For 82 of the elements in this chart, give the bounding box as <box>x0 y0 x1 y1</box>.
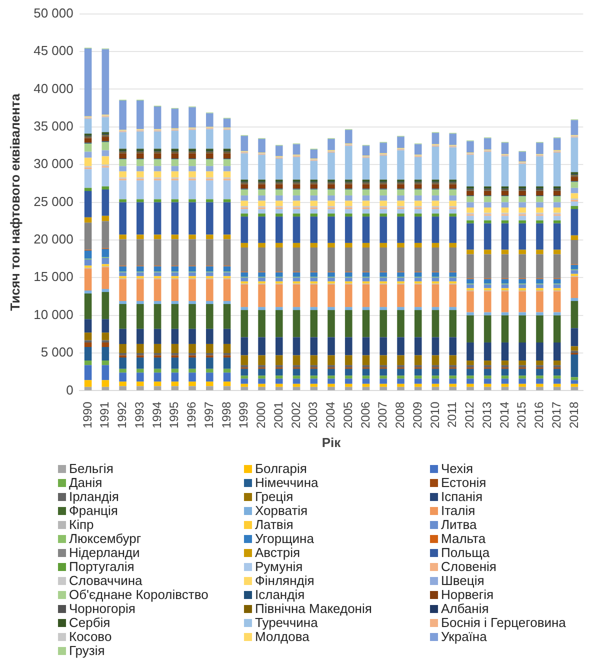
legend-label: Болгарія <box>255 461 307 476</box>
x-tick-label: 1995 <box>167 401 182 428</box>
y-tick-label: 10 000 <box>34 306 74 322</box>
legend-label: Норвегія <box>441 587 494 602</box>
x-axis-title: Рік <box>322 434 342 450</box>
legend-label: Албанія <box>441 601 489 616</box>
legend-label: Молдова <box>255 629 310 644</box>
y-tick-label: 35 000 <box>34 118 74 134</box>
x-tick-label: 1997 <box>202 401 216 428</box>
x-tick-label: 2003 <box>306 401 320 428</box>
legend-label: Румунія <box>255 559 303 574</box>
legend-label: Греція <box>255 489 294 504</box>
x-tick-label: 1991 <box>98 401 112 428</box>
x-tick-label: 2015 <box>514 401 529 428</box>
legend-label: Литва <box>441 517 477 532</box>
y-tick-label: 0 <box>66 382 74 398</box>
x-tick-label: 2012 <box>462 401 477 428</box>
legend-label: Чехія <box>441 461 474 476</box>
legend-label: Франція <box>69 503 118 518</box>
legend-label: Сербія <box>69 615 110 630</box>
legend-label: Польща <box>441 545 490 560</box>
legend-label: Португалія <box>69 559 134 574</box>
legend-label: Боснія і Герцеговина <box>441 615 566 630</box>
x-tick-label: 2010 <box>428 401 442 428</box>
legend-label: Україна <box>441 629 487 644</box>
y-tick-label: 5 000 <box>40 344 74 360</box>
x-tick-label: 2017 <box>549 401 564 428</box>
x-tick-label: 1993 <box>132 401 146 428</box>
legend-label: Мальта <box>441 531 486 546</box>
x-tick-label: 1990 <box>80 401 94 428</box>
legend-label: Кіпр <box>69 517 94 532</box>
x-tick-label: 2009 <box>410 401 424 428</box>
x-tick-label: 2016 <box>532 401 546 428</box>
x-tick-label: 1994 <box>150 401 164 428</box>
legend-label: Чорногорія <box>69 601 136 616</box>
x-tick-label: 1992 <box>115 401 130 428</box>
legend-label: Бельгія <box>69 461 114 476</box>
x-tick-label: 2006 <box>358 401 372 428</box>
x-tick-label: 1996 <box>184 401 199 428</box>
y-tick-label: 45 000 <box>34 43 74 58</box>
legend-label: Австрія <box>255 545 300 560</box>
y-tick-label: 30 000 <box>34 156 74 172</box>
x-tick-label: 2007 <box>376 401 390 428</box>
legend-label: Данія <box>69 475 102 490</box>
y-axis-title: Тисяч тон нафтового еквівалента <box>7 92 22 311</box>
legend-label: Швеція <box>441 573 484 588</box>
legend-label: Нідерланди <box>69 545 140 560</box>
x-tick-label: 2013 <box>480 401 494 428</box>
legend-label: Іспанія <box>441 489 482 504</box>
legend-label: Угорщина <box>255 531 314 546</box>
y-tick-label: 15 000 <box>34 269 74 284</box>
x-tick-label: 2014 <box>497 401 512 428</box>
x-tick-label: 2005 <box>340 401 355 428</box>
legend-label: Фінляндія <box>255 573 314 588</box>
y-tick-label: 40 000 <box>34 80 74 96</box>
legend-label: Туреччина <box>255 615 318 630</box>
legend-label: Словенія <box>441 559 496 574</box>
x-tick-label: 2000 <box>254 401 268 428</box>
legend-label: Косово <box>69 629 112 644</box>
y-tick-label: 25 000 <box>34 194 74 209</box>
y-tick-label: 20 000 <box>34 232 74 247</box>
x-tick-label: 1998 <box>219 401 234 428</box>
legend-label: Латвія <box>255 517 294 532</box>
x-tick-label: 2001 <box>271 401 286 428</box>
y-tick-label: 50 000 <box>34 5 74 20</box>
legend-label: Ірландія <box>69 489 119 504</box>
legend-label: Ісландія <box>255 587 305 602</box>
x-tick-label: 2002 <box>288 401 303 428</box>
legend-label: Люксембург <box>69 531 142 546</box>
x-tick-label: 2011 <box>445 401 460 428</box>
x-tick-label: 2004 <box>324 401 338 428</box>
legend-label: Італія <box>441 503 476 518</box>
x-tick-label: 1999 <box>236 401 251 428</box>
legend-label: Грузія <box>69 643 105 658</box>
legend-label: Німеччина <box>255 475 318 490</box>
legend-label: Північна Македонія <box>255 601 372 616</box>
legend-label: Естонія <box>441 475 486 490</box>
legend-label: Об'єднане Королівство <box>69 587 208 602</box>
x-tick-label: 2008 <box>393 401 408 428</box>
x-tick-label: 2018 <box>566 401 581 428</box>
legend-label: Хорватія <box>255 503 308 518</box>
legend-label: Словаччина <box>69 573 142 588</box>
